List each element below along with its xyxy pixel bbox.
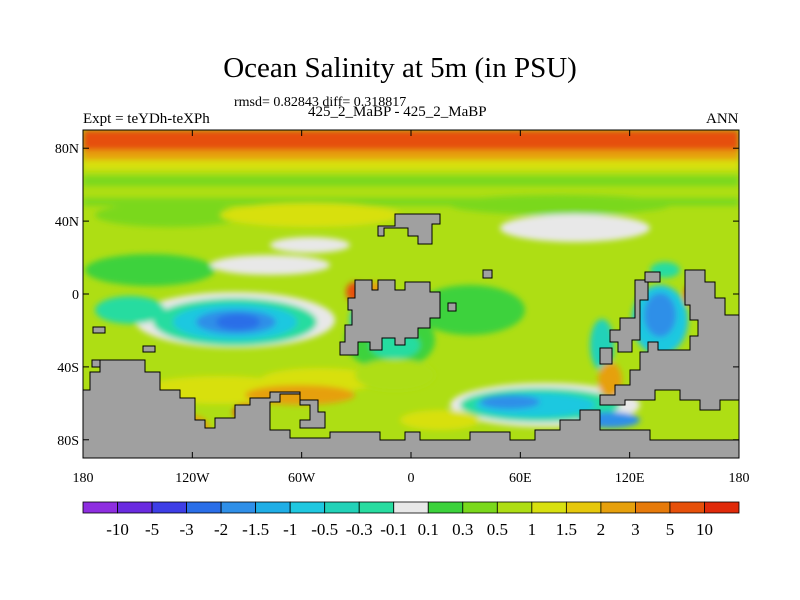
colorbar-segment <box>151 501 187 514</box>
colorbar-segment <box>496 501 533 514</box>
colorbar-label: -10 <box>106 520 129 539</box>
arctic-band-high <box>83 130 739 152</box>
colorbar-label: 0.3 <box>452 520 473 539</box>
colorbar-segment <box>600 501 636 514</box>
indian-green <box>415 285 525 335</box>
south-pacific-low-core <box>216 314 260 330</box>
southern-landmass <box>83 359 739 458</box>
colorbar-segment <box>462 501 498 514</box>
chart-subtitle: 425_2_MaBP - 425_2_MaBP <box>308 104 487 120</box>
colorbar-label: 0.1 <box>418 520 439 539</box>
colorbar-segment <box>669 501 705 514</box>
eastern-landmass <box>599 269 739 411</box>
colorbar-label: -1.5 <box>242 520 269 539</box>
central-landmass <box>339 279 441 356</box>
colorbar-segment <box>531 501 567 514</box>
colorbar-label: 5 <box>666 520 675 539</box>
colorbar-label: 1 <box>528 520 537 539</box>
map-field <box>83 130 739 458</box>
experiment-label: Expt = teYDh-teXPh <box>83 111 210 127</box>
x-tick-label: 60W <box>288 471 316 486</box>
stats-text: rmsd= 0.82843 diff= 0.318817 <box>234 95 407 110</box>
x-tick-label: 0 <box>408 471 415 486</box>
island-1 <box>482 269 493 279</box>
colorbar-segment <box>704 501 740 514</box>
north-asia-green <box>450 195 670 215</box>
arctic-band-mid <box>83 150 739 162</box>
colorbar-segment <box>358 501 395 514</box>
y-tick-label: 80S <box>57 434 79 449</box>
north-pacific-green <box>95 203 245 227</box>
colorbar-segment <box>393 501 429 514</box>
island-2 <box>447 302 457 312</box>
colorbar-label: 0.5 <box>487 520 508 539</box>
x-tick-label: 180 <box>729 471 750 486</box>
colorbar-label: -5 <box>145 520 159 539</box>
land-masses <box>83 213 739 458</box>
y-tick-label: 40S <box>57 361 79 376</box>
western-maritime-landmass <box>609 279 649 353</box>
colorbar-label: -0.3 <box>346 520 373 539</box>
y-axis: 80N 40N 0 40S 80S <box>55 142 739 449</box>
x-tick-label: 60E <box>509 471 532 486</box>
arctic-band-low <box>83 160 739 170</box>
season-label: ANN <box>706 111 739 127</box>
south-atlantic-yellowgreen <box>355 359 435 391</box>
colorbar-segment <box>427 501 464 514</box>
colorbar-segment <box>255 501 291 514</box>
colorbar-segment <box>565 501 602 514</box>
colorbar-segment <box>324 501 360 514</box>
north-atlantic-yellow <box>220 203 400 227</box>
colorbar: -10 -5 -3 -2 -1.5 -1 -0.5 -0.3 -0.1 0.1 0.3 0.5 1 1.5… <box>82 501 740 539</box>
colorbar-label: -0.5 <box>311 520 338 539</box>
small-island-maritime <box>599 347 613 365</box>
west-pacific-low-2 <box>644 293 676 337</box>
colorbar-segment <box>117 501 153 514</box>
x-tick-label: 180 <box>73 471 94 486</box>
x-axis: 180 120W 60W 0 60E 120E 180 <box>73 130 750 486</box>
pacific-neutral-1 <box>210 255 330 275</box>
y-tick-label: 40N <box>55 215 79 230</box>
island-4 <box>142 345 156 353</box>
island-5 <box>91 359 101 368</box>
colorbar-segment <box>220 501 257 514</box>
colorbar-segment <box>186 501 222 514</box>
colorbar-label: 2 <box>597 520 606 539</box>
chart-title: Ocean Salinity at 5m (in PSU) <box>223 52 577 84</box>
northern-landmass <box>377 213 441 245</box>
west-pacific-low <box>95 296 165 324</box>
north-streak-2 <box>83 198 739 206</box>
colorbar-segment <box>82 501 118 514</box>
colorbar-label: -2 <box>214 520 228 539</box>
small-island-east <box>644 271 661 283</box>
x-tick-label: 120E <box>615 471 645 486</box>
island-3 <box>92 326 106 334</box>
y-tick-label: 0 <box>72 288 79 303</box>
colorbar-label: -3 <box>179 520 193 539</box>
north-streak-1 <box>83 176 739 186</box>
north-indian-neutral <box>500 214 650 242</box>
colorbar-label: 10 <box>696 520 713 539</box>
colorbar-segment <box>289 501 326 514</box>
colorbar-label: 1.5 <box>556 520 577 539</box>
antarctic-yellow-mid <box>400 410 480 430</box>
colorbar-label: 3 <box>631 520 640 539</box>
colorbar-label: -0.1 <box>380 520 407 539</box>
colorbar-label: -1 <box>283 520 297 539</box>
y-tick-label: 80N <box>55 142 79 157</box>
colorbar-segment <box>635 501 671 514</box>
x-tick-label: 120W <box>175 471 210 486</box>
pacific-equator-green <box>85 254 215 286</box>
pacific-neutral-2 <box>270 237 350 253</box>
south-indian-low-core <box>480 395 540 409</box>
